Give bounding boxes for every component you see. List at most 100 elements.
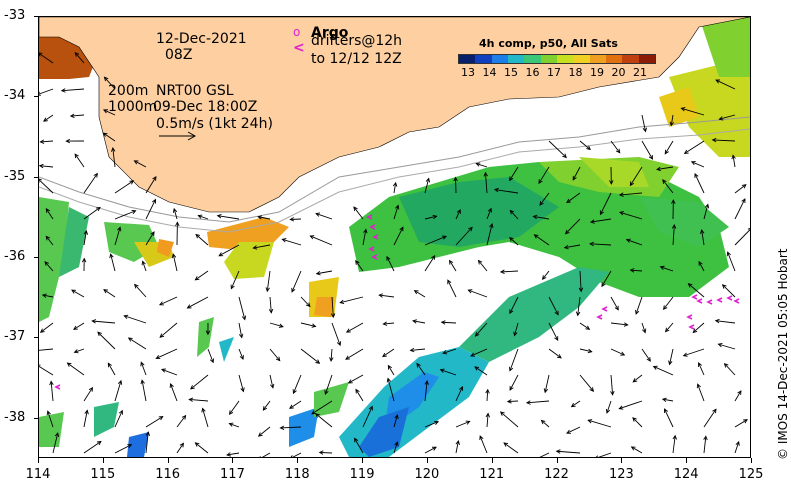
current-arrowhead xyxy=(672,434,677,440)
current-arrowhead xyxy=(305,302,311,308)
lon-tick-mark xyxy=(102,458,104,463)
current-arrowhead xyxy=(209,358,215,364)
colorbar-swatch xyxy=(556,55,574,63)
current-arrowhead xyxy=(442,350,448,355)
current-arrow xyxy=(114,410,123,428)
current-arrow xyxy=(455,227,473,246)
current-arrow xyxy=(107,363,116,376)
current-arrow xyxy=(641,348,651,362)
lon-tick-mark xyxy=(362,458,364,463)
lon-tick-mark xyxy=(232,458,234,463)
current-arrow xyxy=(300,322,316,327)
current-arrowhead xyxy=(110,147,116,152)
current-arrow xyxy=(692,322,705,333)
gsl-label: NRT00 GSL xyxy=(156,83,234,99)
current-arrow xyxy=(42,294,54,298)
drifter-marker xyxy=(696,298,703,304)
current-arrow xyxy=(47,411,54,428)
current-arrow xyxy=(83,387,93,402)
current-arrowhead xyxy=(268,308,274,314)
drifter-marker xyxy=(691,294,698,300)
colorbar-swatch xyxy=(540,55,557,63)
current-arrowhead xyxy=(735,440,740,446)
current-arrowhead xyxy=(386,255,391,261)
current-arrowhead xyxy=(642,127,647,133)
current-arrow xyxy=(92,320,116,324)
current-arrowhead xyxy=(39,328,45,333)
current-arrowhead xyxy=(642,328,647,334)
current-arrowhead xyxy=(60,88,66,93)
current-arrow xyxy=(348,374,364,384)
current-arrow xyxy=(669,348,674,365)
current-arrowhead xyxy=(95,206,101,212)
current-arrow xyxy=(176,443,184,454)
current-arrowhead xyxy=(585,325,591,330)
current-arrowhead xyxy=(485,388,490,394)
time-label: 08Z xyxy=(165,47,193,63)
current-arrowhead xyxy=(620,351,626,356)
current-arrowhead xyxy=(141,260,146,266)
isobath-200-label: 200m xyxy=(108,83,149,99)
current-arrow xyxy=(734,184,747,194)
current-arrowhead xyxy=(509,366,514,372)
drifter-marker xyxy=(733,298,740,304)
current-arrow xyxy=(698,362,705,376)
current-arrowhead xyxy=(262,406,268,411)
current-arrowhead xyxy=(563,244,569,250)
drifter-label: drifters@12h xyxy=(311,33,403,49)
current-arrow xyxy=(701,229,705,246)
current-arrowhead xyxy=(339,299,345,305)
current-arrowhead xyxy=(726,251,731,257)
current-arrowhead xyxy=(169,382,174,388)
current-arrowhead xyxy=(103,289,109,294)
current-arrow xyxy=(601,270,612,287)
current-arrowhead xyxy=(513,331,518,337)
current-arrow xyxy=(393,205,399,220)
drifter-marker xyxy=(596,314,603,320)
colorbar-swatch xyxy=(638,55,655,63)
current-arrowhead xyxy=(453,176,458,182)
current-arrowhead xyxy=(663,408,668,414)
current-arrowhead xyxy=(161,368,166,373)
colorbar-label: 17 xyxy=(547,66,561,79)
current-arrowhead xyxy=(525,400,531,405)
current-arrow xyxy=(156,348,178,359)
current-arrowhead xyxy=(345,355,350,360)
current-arrowhead xyxy=(506,399,512,404)
current-arrowhead xyxy=(39,364,41,366)
current-arrowhead xyxy=(696,383,701,389)
current-arrow xyxy=(579,348,592,353)
current-arrow xyxy=(238,322,243,338)
current-arrow xyxy=(697,384,705,402)
current-arrowhead xyxy=(455,440,460,445)
current-arrow xyxy=(262,452,271,457)
current-arrowhead xyxy=(741,198,746,203)
current-arrow xyxy=(266,270,271,292)
current-arrow xyxy=(103,109,116,116)
current-arrowhead xyxy=(662,305,668,311)
current-arrowhead xyxy=(318,450,324,455)
current-arrowhead xyxy=(117,226,122,232)
current-arrowhead xyxy=(664,327,670,333)
current-arrow xyxy=(424,255,436,272)
current-arrowhead xyxy=(687,283,693,288)
colorbar-swatch xyxy=(491,55,508,63)
drifter-marker xyxy=(368,246,375,252)
current-arrow xyxy=(455,440,459,454)
current-arrow xyxy=(442,348,457,354)
current-arrow xyxy=(83,441,102,454)
lon-tick-mark xyxy=(426,458,428,463)
current-arrow xyxy=(470,348,488,357)
current-arrow xyxy=(548,348,562,359)
current-arrowhead xyxy=(194,442,200,447)
current-arrowhead xyxy=(257,215,263,220)
current-arrow xyxy=(140,362,147,376)
current-arrowhead xyxy=(73,325,78,330)
current-arrowhead xyxy=(131,209,137,215)
current-arrow xyxy=(238,296,246,320)
current-arrow xyxy=(509,348,519,371)
current-arrow xyxy=(83,230,87,246)
current-arrowhead xyxy=(69,113,75,119)
current-arrowhead xyxy=(394,441,399,447)
current-arrowhead xyxy=(140,379,145,385)
